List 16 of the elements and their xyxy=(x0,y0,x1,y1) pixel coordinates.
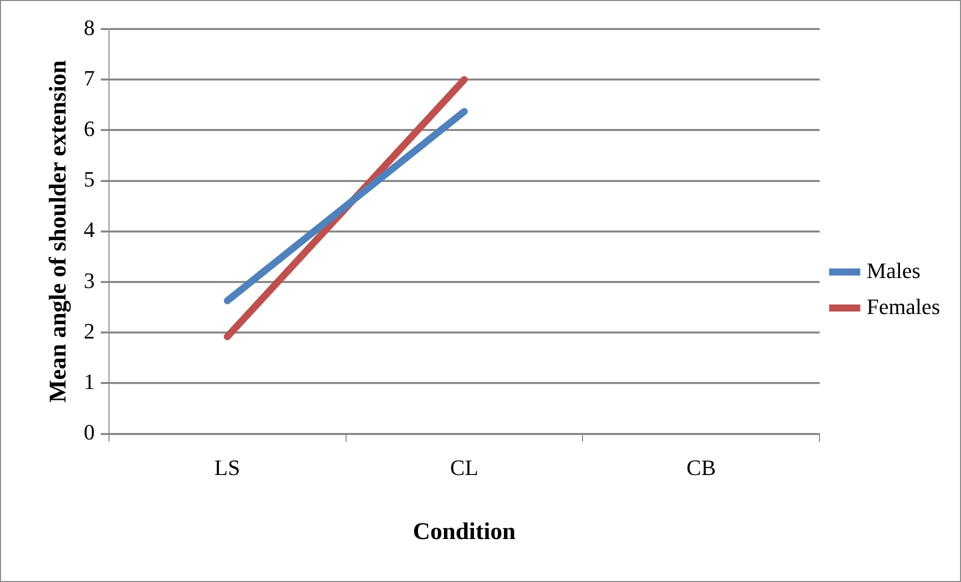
x-axis-title: Condition xyxy=(412,518,516,545)
y-tick-label: 4 xyxy=(84,217,95,242)
y-tick-label: 7 xyxy=(84,65,95,90)
legend-label: Males xyxy=(866,258,920,283)
y-tick-label: 1 xyxy=(84,368,95,394)
y-axis-title: Mean angle of shoulder extension xyxy=(46,60,72,403)
x-tick-label: LS xyxy=(214,454,240,480)
y-tick-label: 8 xyxy=(84,14,95,40)
x-tick-label: CB xyxy=(686,454,716,480)
y-tick-label: 3 xyxy=(84,268,95,293)
y-tick-label: 2 xyxy=(84,318,95,344)
y-tick-label: 5 xyxy=(84,166,95,192)
x-tick-label: CL xyxy=(450,454,478,480)
y-tick-label: 6 xyxy=(84,116,95,141)
y-tick-label: 0 xyxy=(84,420,95,445)
legend-label: Females xyxy=(866,294,940,319)
